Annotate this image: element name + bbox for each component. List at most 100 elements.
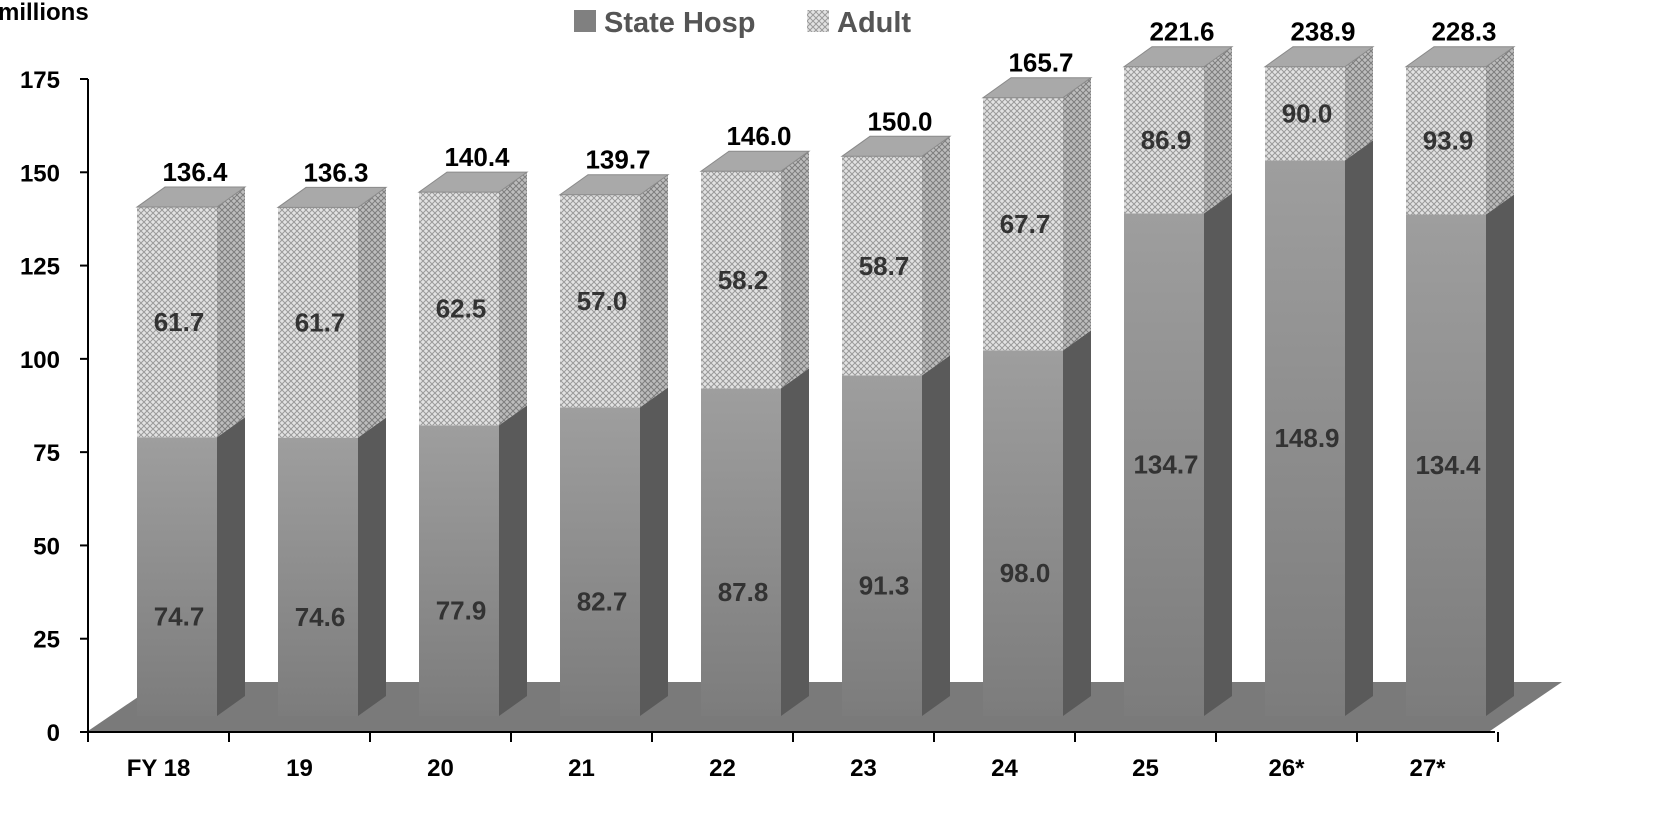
bar-state-hosp: [1265, 160, 1345, 717]
bar-state-hosp-side: [217, 417, 245, 716]
bar-state-hosp: [278, 437, 358, 716]
label-adult: 86.9: [1141, 125, 1192, 155]
bar-adult-side: [640, 174, 668, 408]
y-tick-label: 0: [47, 720, 60, 747]
bar-top-face: [558, 174, 670, 196]
bar-adult: [983, 97, 1063, 351]
bar-adult-side: [1063, 77, 1091, 351]
label-state-hosp: 134.7: [1133, 450, 1198, 480]
label-total: 139.7: [585, 145, 650, 175]
bar-adult: [1265, 66, 1345, 161]
label-total: 136.4: [162, 157, 228, 187]
label-adult: 93.9: [1423, 126, 1474, 156]
bar-adult-side: [217, 187, 245, 438]
x-tick-label: 20: [427, 755, 454, 782]
label-state-hosp: 148.9: [1274, 423, 1339, 453]
label-state-hosp: 98.0: [1000, 558, 1051, 588]
legend-swatch-state-hosp: [574, 10, 596, 32]
bar-adult-side: [1204, 46, 1232, 214]
bar-adult-side: [1345, 46, 1373, 161]
bar-state-hosp: [419, 425, 499, 716]
bar-top-face: [699, 150, 811, 172]
bar-state-hosp-side: [1063, 330, 1091, 716]
data-labels: 74.7 61.7 136.4 74.6 61.7 136.3 77.9 62.5 140.4 8…: [154, 17, 1497, 632]
bar-state-hosp: [1406, 214, 1486, 716]
bar-top-face: [276, 186, 388, 208]
label-adult: 58.7: [859, 251, 910, 281]
label-state-hosp: 77.9: [436, 596, 487, 626]
bar-state-hosp-side: [499, 405, 527, 716]
x-tick-label: 27*: [1409, 755, 1446, 782]
bar-adult-side: [358, 187, 386, 438]
bar-state-hosp: [842, 375, 922, 716]
bar-state-hosp-side: [1204, 193, 1232, 716]
bar-adult: [1406, 66, 1486, 215]
bar-adult-side: [499, 172, 527, 426]
label-adult: 90.0: [1282, 99, 1333, 129]
label-adult: 61.7: [295, 308, 346, 338]
bar-group: [1263, 46, 1375, 717]
bar-top-face: [1404, 46, 1516, 68]
label-total: 140.4: [444, 142, 510, 172]
bar-state-hosp: [560, 407, 640, 716]
x-tick-label: 25: [1132, 755, 1159, 782]
axes: 0 25 50 75 100 125 150 175 FY 18 19 20 21 22 23 24 25 26…: [20, 67, 1499, 782]
bar-adult: [842, 156, 922, 376]
bar-state-hosp: [1124, 213, 1204, 716]
bar-state-hosp-side: [781, 368, 809, 716]
bars: [135, 46, 1516, 717]
x-tick-label: FY 18: [127, 755, 191, 782]
y-tick-label: 175: [20, 67, 60, 94]
label-adult: 61.7: [154, 307, 205, 337]
bar-adult: [560, 194, 640, 408]
label-total: 136.3: [303, 157, 368, 187]
x-tick-label: 19: [286, 755, 313, 782]
bar-top-face: [417, 171, 529, 193]
bar-adult-side: [922, 136, 950, 376]
y-tick-label: 125: [20, 254, 60, 281]
bar-group: [558, 174, 670, 716]
x-tick-label: 22: [709, 755, 736, 782]
label-adult: 62.5: [436, 294, 487, 324]
label-total: 146.0: [726, 121, 791, 151]
label-adult: 67.7: [1000, 209, 1051, 239]
label-state-hosp: 74.7: [154, 602, 205, 632]
bar-group: [417, 171, 529, 716]
x-tick-label: 24: [991, 755, 1018, 782]
x-tick-label: 26*: [1268, 755, 1305, 782]
label-total: 228.3: [1431, 17, 1496, 47]
bar-state-hosp: [983, 350, 1063, 716]
label-state-hosp: 91.3: [859, 571, 910, 601]
bar-group: [981, 77, 1093, 716]
label-total: 238.9: [1290, 17, 1355, 47]
bar-state-hosp-side: [640, 387, 668, 716]
x-tick-label: 21: [568, 755, 595, 782]
bar-group: [840, 135, 952, 716]
bar-adult: [701, 171, 781, 389]
bar-state-hosp: [701, 388, 781, 716]
legend-label-adult: Adult: [837, 7, 911, 39]
bar-group: [276, 186, 388, 716]
bar-adult-side: [781, 151, 809, 389]
bar-adult: [1124, 66, 1204, 214]
bar-adult: [419, 192, 499, 426]
label-total: 221.6: [1149, 17, 1214, 47]
legend-swatch-adult: [807, 10, 829, 32]
label-state-hosp: 74.6: [295, 602, 346, 632]
y-tick-label: 25: [33, 627, 60, 654]
bar-adult-side: [1486, 46, 1514, 215]
legend-label-state-hosp: State Hosp: [604, 7, 755, 39]
bar-group: [699, 150, 811, 716]
bar-top-face: [1122, 46, 1234, 68]
bar-state-hosp-side: [358, 417, 386, 716]
label-state-hosp: 134.4: [1415, 450, 1481, 480]
bar-group: [135, 186, 247, 716]
label-adult: 58.2: [718, 265, 769, 295]
bar-adult: [278, 207, 358, 438]
bar-top-face: [135, 186, 247, 208]
x-tick-label: 23: [850, 755, 877, 782]
label-adult: 57.0: [577, 286, 628, 316]
bar-top-face: [840, 135, 952, 157]
label-state-hosp: 82.7: [577, 587, 628, 617]
bar-top-face: [981, 77, 1093, 99]
